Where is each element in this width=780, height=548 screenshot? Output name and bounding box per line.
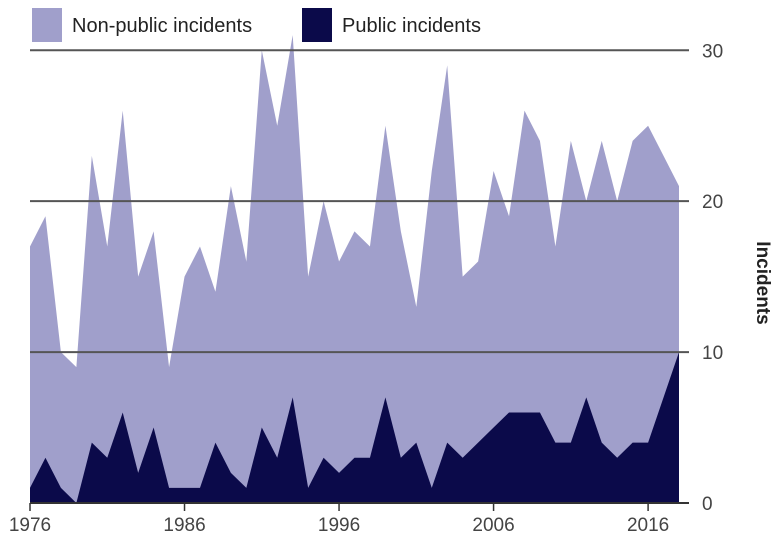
x-tick-label-1996: 1996 [318,515,360,536]
legend: Non-public incidents Public incidents [32,8,481,42]
legend-label-non-public: Non-public incidents [72,15,252,37]
y-axis-title: Incidents [752,241,773,324]
areas-group [30,35,679,503]
y-tick-label-20: 20 [702,192,723,213]
legend-label-public: Public incidents [342,15,481,37]
public-incidents-area [30,352,679,503]
x-tick-label-1976: 1976 [9,515,51,536]
legend-swatch-non-public [32,8,62,42]
y-tick-label-30: 30 [702,41,723,62]
x-tick-label-2006: 2006 [472,515,514,536]
gridlines-group [30,49,689,354]
y-tick-label-10: 10 [702,343,723,364]
x-tick-label-1986: 1986 [163,515,205,536]
y-tick-label-0: 0 [702,494,713,515]
non-public-incidents-area [30,35,679,503]
axes-group: 0 10 20 30 1976 1986 1996 2006 2016 [9,41,723,536]
x-tick-label-2016: 2016 [627,515,669,536]
legend-swatch-public [302,8,332,42]
